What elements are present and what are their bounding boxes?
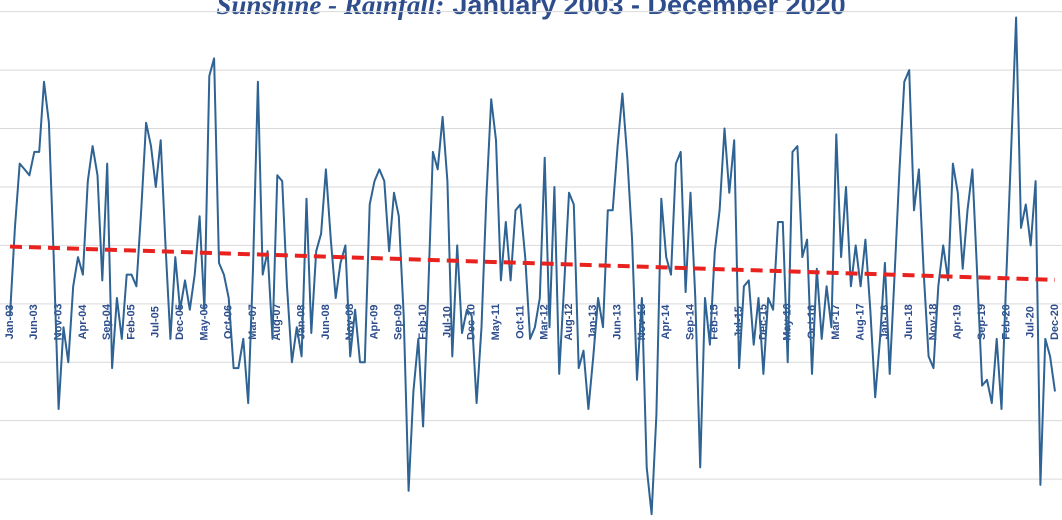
x-tick-label: Sep-14	[684, 303, 696, 340]
title-detail: January 2003 - December 2020	[452, 0, 845, 20]
x-tick-label: Feb-20	[1000, 304, 1012, 339]
trend-line	[9, 244, 1056, 282]
title-lead: Sunshine - Rainfall:	[216, 0, 444, 20]
x-tick-label: Jun-03	[28, 304, 40, 339]
x-tick-label: Jun-08	[320, 304, 332, 339]
x-tick-label: Jun-18	[903, 304, 915, 339]
x-tick-label: Jul-05	[150, 306, 162, 338]
x-tick-label: Aug-12	[563, 303, 575, 340]
x-tick-label: Sep-09	[393, 304, 405, 340]
x-tick-label: Mar-12	[539, 304, 551, 339]
x-tick-label: May-16	[782, 303, 794, 340]
data-line	[9, 16, 1056, 516]
x-tick-label: Jul-20	[1025, 306, 1037, 338]
x-tick-label: Feb-05	[125, 304, 137, 339]
x-tick-label: Mar-07	[247, 304, 259, 339]
x-tick-label: Apr-04	[77, 304, 89, 340]
x-tick-label: Mar-17	[830, 304, 842, 339]
x-tick-label: Oct-11	[514, 305, 526, 339]
x-tick-label: Jan-08	[296, 305, 308, 340]
x-tick-label: May-06	[198, 303, 210, 340]
chart-title: Sunshine - Rainfall: January 2003 - Decem…	[216, 0, 845, 20]
x-tick-label: Apr-19	[952, 305, 964, 340]
x-tick-label: Oct-16	[806, 305, 818, 339]
x-tick-label: May-11	[490, 304, 502, 341]
x-tick-label: Aug-17	[854, 303, 866, 340]
x-tick-label: Jan-03	[4, 305, 16, 340]
x-tick-label: Apr-09	[368, 305, 380, 340]
x-tick-label: Dec-20	[1049, 304, 1061, 340]
x-tick-label: Jun-13	[611, 304, 623, 339]
x-tick-label: Apr-14	[660, 304, 672, 340]
x-tick-label: Dec-05	[174, 304, 186, 340]
